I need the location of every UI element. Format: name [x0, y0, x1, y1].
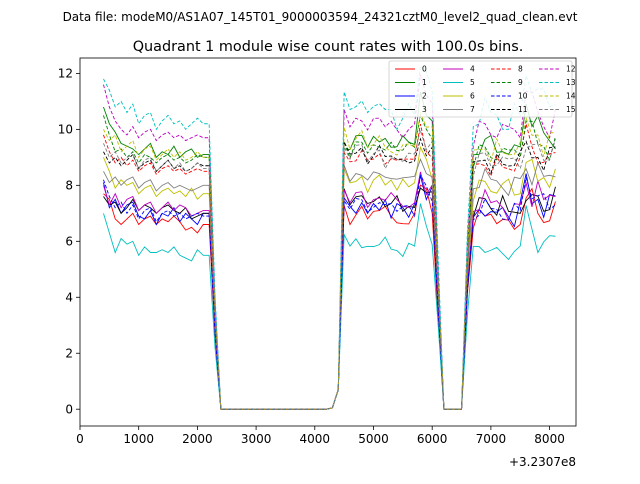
legend-label-7: 7	[470, 105, 475, 114]
legend-label-3: 3	[422, 105, 427, 114]
legend-label-5: 5	[470, 78, 475, 87]
legend-label-11: 11	[518, 105, 528, 114]
y-tick-label: 10	[58, 123, 73, 137]
y-tick-label: 6	[65, 235, 73, 249]
series-layer	[103, 64, 556, 410]
series-line-15	[103, 128, 556, 410]
legend-label-13: 13	[566, 78, 576, 87]
y-tick-label: 8	[65, 179, 73, 193]
series-line-14	[103, 110, 556, 410]
x-tick-label: 5000	[358, 432, 389, 446]
legend-label-6: 6	[470, 92, 475, 101]
legend-label-9: 9	[518, 78, 523, 87]
legend-label-12: 12	[566, 65, 576, 74]
series-line-13	[103, 64, 556, 410]
x-tick-label: 4000	[300, 432, 331, 446]
x-offset-label: +3.2307e8	[509, 455, 576, 469]
x-tick-label: 3000	[241, 432, 272, 446]
legend-label-0: 0	[422, 65, 427, 74]
x-tick-label: 1000	[123, 432, 154, 446]
plot-frame	[79, 57, 577, 427]
plot-area	[80, 58, 576, 426]
series-line-11	[103, 137, 556, 410]
y-tick-label: 2	[65, 347, 73, 361]
legend-label-1: 1	[422, 78, 427, 87]
y-tick-label: 12	[58, 67, 73, 81]
legend-label-10: 10	[518, 92, 528, 101]
legend-label-15: 15	[566, 105, 576, 114]
legend-box	[388, 60, 573, 118]
x-tick-label: 0	[76, 432, 84, 446]
x-tick-label: 2000	[182, 432, 213, 446]
y-tick-label: 4	[65, 291, 73, 305]
y-tick-label: 0	[65, 403, 73, 417]
y-axis: 0 2 4 6 8 10 12	[58, 67, 80, 417]
legend-label-14: 14	[566, 92, 576, 101]
x-axis: 0 1000 2000 3000 4000 5000 6000 7000 8000	[76, 426, 565, 446]
chart-title: Quadrant 1 module wise count rates with …	[133, 39, 524, 55]
legend-label-8: 8	[518, 65, 523, 74]
x-tick-label: 7000	[476, 432, 507, 446]
x-tick-label: 8000	[534, 432, 565, 446]
legend-label-2: 2	[422, 92, 427, 101]
series-line-12	[103, 74, 556, 410]
figure-suptitle: Data file: modeM0/AS1A07_145T01_90000035…	[63, 10, 578, 24]
legend-label-4: 4	[470, 65, 475, 74]
x-tick-label: 6000	[417, 432, 448, 446]
